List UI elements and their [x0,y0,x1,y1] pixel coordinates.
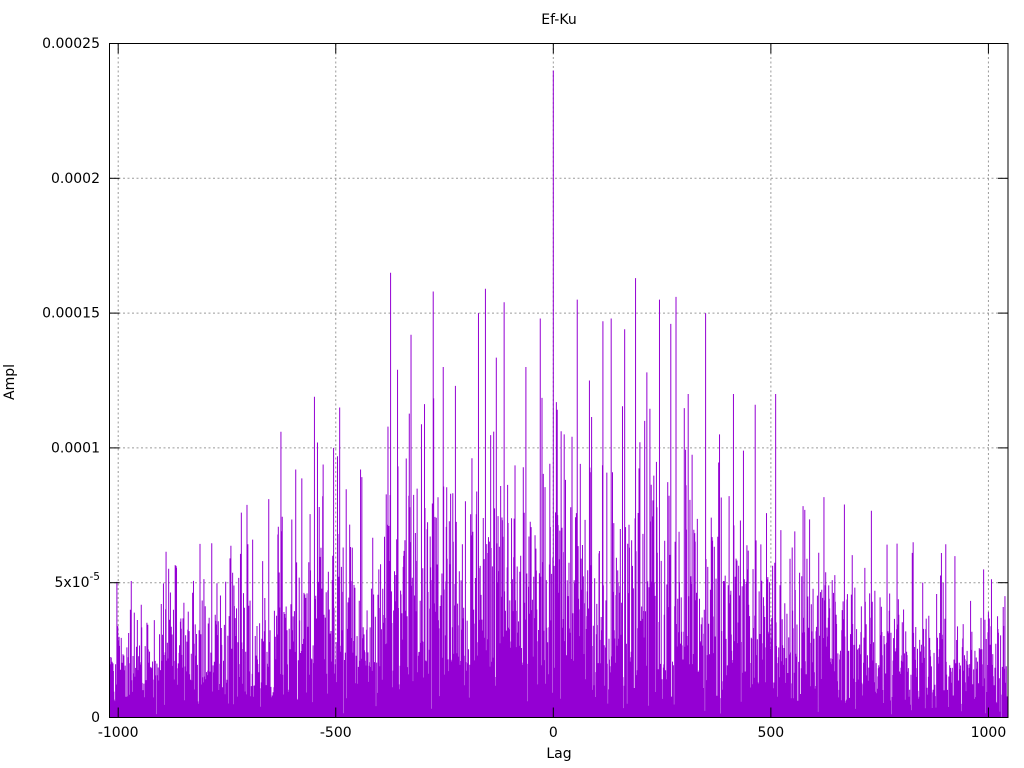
y-tick-label: 0.0002 [51,171,100,187]
x-tick-label: 0 [549,725,558,741]
axis-ticks [109,43,1008,718]
chart-title: Ef-Ku [541,12,576,28]
y-tick-label: 0 [91,710,100,726]
plot-border [109,43,1009,718]
y-tick-label: 5x10-5 [55,571,101,591]
x-tick-label: -500 [320,725,352,741]
series-impulses [109,70,1009,718]
x-axis-label: Lag [546,746,571,762]
x-tick-label: -1000 [98,725,139,741]
y-axis-label: Ampl [2,364,18,400]
y-tick-label: 0.00025 [42,36,100,52]
x-tick-label: 1000 [971,725,1007,741]
x-tick-label: 500 [757,725,784,741]
impulse-series-path [109,70,1009,718]
tick-labels: -1000 -500 0 500 1000 0 5x10-5 0.0001 0.00015 0.0… [42,36,1006,741]
y-tick-label: 0.00015 [42,306,100,322]
y-tick-label: 0.0001 [51,440,100,456]
